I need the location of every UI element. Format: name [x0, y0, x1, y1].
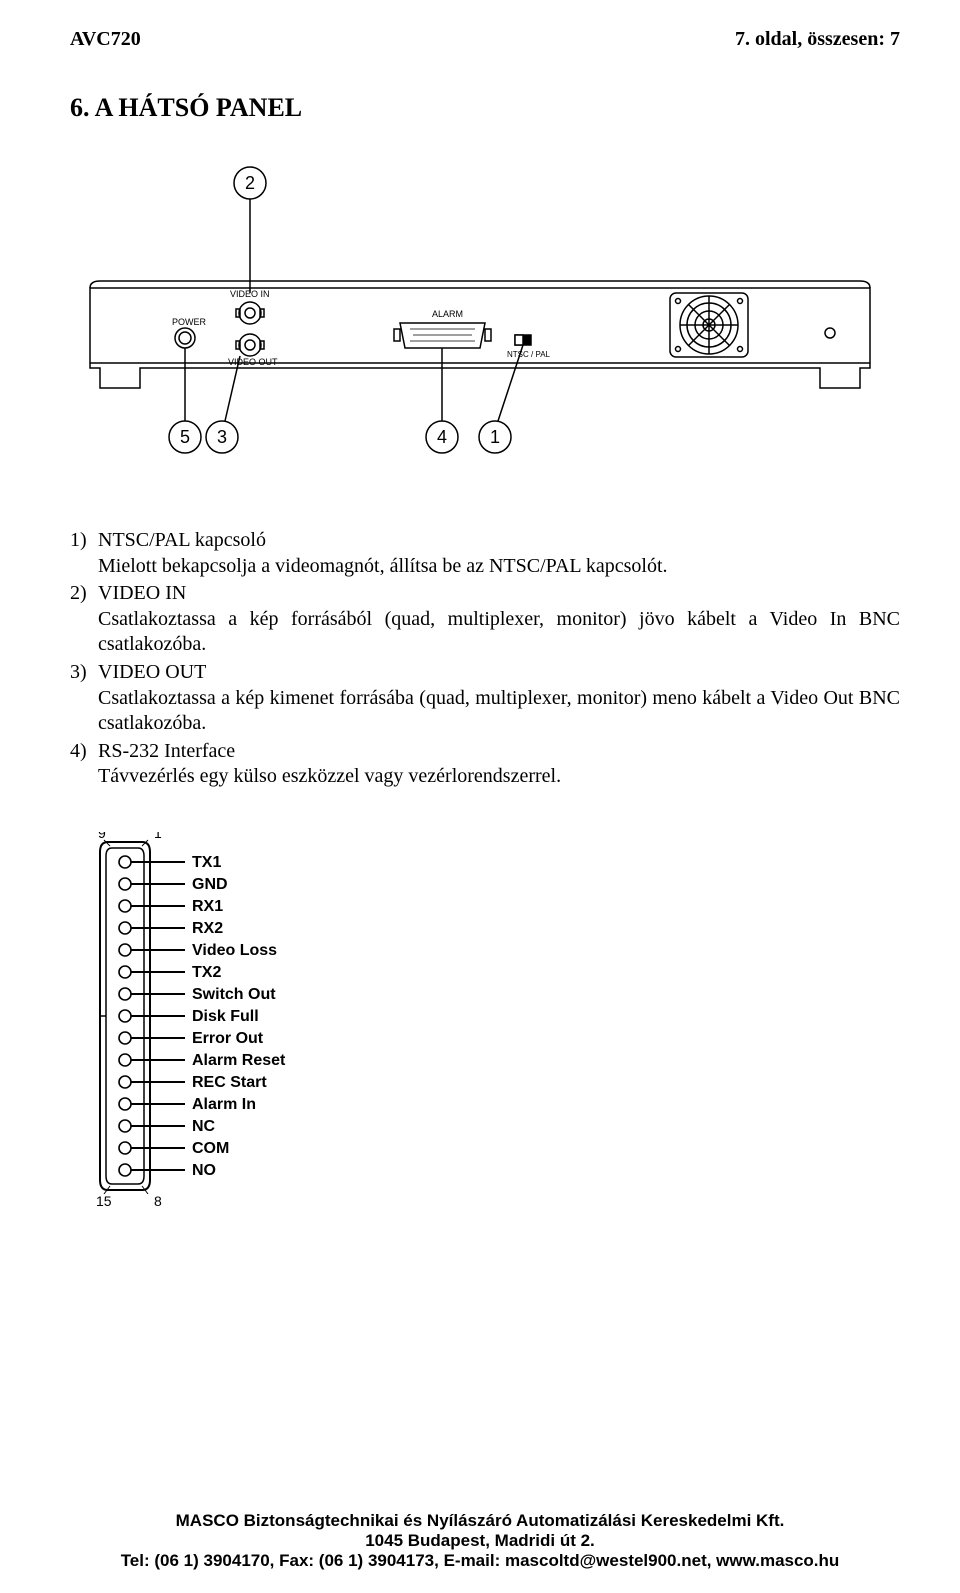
page-footer: MASCO Biztonságtechnikai és Nyílászáró A…: [0, 1511, 960, 1571]
list-item: 2)VIDEO IN Csatlakoztassa a kép forrásáb…: [70, 581, 900, 658]
pin-label: NO: [192, 1162, 216, 1179]
page-header: AVC720 7. oldal, összesen: 7: [70, 28, 900, 51]
svg-text:1: 1: [154, 832, 162, 841]
pin-label: Video Loss: [192, 942, 277, 959]
header-right: 7. oldal, összesen: 7: [735, 28, 900, 51]
callout-5: 5: [180, 427, 190, 447]
pin-label: Error Out: [192, 1030, 264, 1047]
label-video-in: VIDEO IN: [230, 289, 270, 299]
footer-line1: MASCO Biztonságtechnikai és Nyílászáró A…: [0, 1511, 960, 1531]
list-title: NTSC/PAL kapcsoló: [98, 529, 266, 551]
svg-text:9: 9: [98, 832, 106, 841]
pinout-diagram: TX1 GND RX1 RX2 Video Loss TX2 Switch Out Disk …: [90, 832, 410, 1218]
footer-line3: Tel: (06 1) 3904170, Fax: (06 1) 3904173…: [0, 1551, 960, 1571]
pin-label: Alarm In: [192, 1096, 256, 1113]
label-video-out: VIDEO OUT: [228, 357, 278, 367]
pin-label: TX1: [192, 854, 221, 871]
list-item: 1)NTSC/PAL kapcsoló Mielott bekapcsolja …: [70, 528, 900, 579]
footer-line2: 1045 Budapest, Madridi út 2.: [0, 1531, 960, 1551]
callout-1: 1: [490, 427, 500, 447]
callout-3: 3: [217, 427, 227, 447]
pin-label: Disk Full: [192, 1008, 259, 1025]
list-number: 2): [70, 581, 98, 607]
page: AVC720 7. oldal, összesen: 7 6. A HÁTSÓ …: [0, 0, 960, 1593]
list-title: VIDEO IN: [98, 582, 186, 604]
pin-label: RX2: [192, 920, 223, 937]
list-item: 3)VIDEO OUT Csatlakoztassa a kép kimenet…: [70, 660, 900, 737]
list-desc: Távvezérlés egy külso eszközzel vagy vez…: [98, 764, 900, 790]
svg-text:8: 8: [154, 1193, 162, 1209]
list-title: RS-232 Interface: [98, 740, 235, 762]
list-item: 4)RS-232 Interface Távvezérlés egy külso…: [70, 739, 900, 790]
callout-2: 2: [245, 173, 255, 193]
list-desc: Csatlakoztassa a kép kimenet forrásába (…: [98, 686, 900, 737]
label-ntsc-pal: NTSC / PAL: [507, 350, 551, 359]
pin-label: GND: [192, 876, 228, 893]
list-desc: Mielott bekapcsolja a videomagnót, állít…: [98, 554, 900, 580]
list-desc: Csatlakoztassa a kép forrásából (quad, m…: [98, 607, 900, 658]
label-alarm: ALARM: [432, 309, 463, 319]
list-number: 3): [70, 660, 98, 686]
pin-label: NC: [192, 1118, 216, 1135]
pin-label: COM: [192, 1140, 229, 1157]
rear-panel-diagram: 2 POWER VIDEO IN VIDEO OUT: [70, 153, 890, 473]
list-number: 4): [70, 739, 98, 765]
header-left: AVC720: [70, 28, 141, 51]
svg-text:15: 15: [96, 1193, 112, 1209]
section-title: 6. A HÁTSÓ PANEL: [70, 93, 900, 123]
pin-label: TX2: [192, 964, 221, 981]
list-title: VIDEO OUT: [98, 661, 206, 683]
pin-label: Alarm Reset: [192, 1052, 286, 1069]
pin-label: REC Start: [192, 1074, 267, 1091]
label-power: POWER: [172, 317, 207, 327]
callout-4: 4: [437, 427, 447, 447]
pin-label: Switch Out: [192, 986, 276, 1003]
list-number: 1): [70, 528, 98, 554]
description-list: 1)NTSC/PAL kapcsoló Mielott bekapcsolja …: [70, 528, 900, 790]
pin-label: RX1: [192, 898, 223, 915]
